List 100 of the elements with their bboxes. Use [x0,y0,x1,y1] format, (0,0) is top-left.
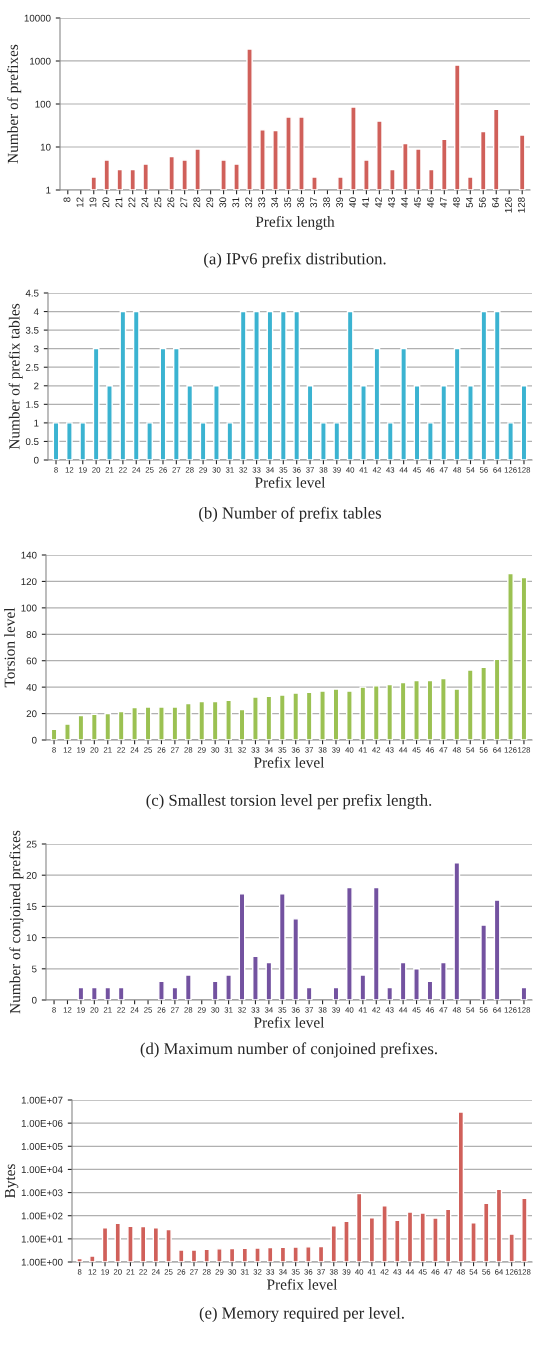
y-tick-label: 20 [26,710,37,718]
bar [198,700,206,740]
x-tick-label: 22 [128,197,136,208]
y-tick-label: 1.00E+06 [21,1119,63,1127]
y-tick-label: 1.00E+04 [21,1166,63,1174]
bar [480,310,488,460]
y-tick-label: 1.00E+00 [21,1258,63,1266]
bar [172,347,180,460]
bar [92,347,100,460]
bar [146,422,153,460]
bar [106,385,113,460]
bar [346,310,354,460]
bar [320,422,327,460]
bar [319,690,326,740]
y-tick-label: 60 [26,657,37,665]
y-tick-label: 0 [31,736,37,744]
bar [453,862,461,1000]
bar [117,710,125,740]
x-axis-title: Prefix level [254,1016,325,1028]
x-tick-label: 39 [336,197,344,208]
x-tick-label: 26 [167,197,175,208]
bar [278,694,286,740]
bar [346,886,353,1000]
bar [293,310,301,460]
x-tick-label: 46 [427,197,434,208]
bar [90,713,98,740]
x-tick-label: 31 [232,197,240,208]
bar [359,974,367,1000]
bar [346,690,353,740]
y-tick-label: 0 [31,996,37,1004]
x-tick-label: 8 [63,197,71,202]
bar [79,422,87,460]
x-tick-label: 37 [310,197,318,208]
y-tick-label: 25 [26,840,37,848]
x-axis-title: Prefix length [255,215,335,230]
x-tick-label: 35 [284,197,292,208]
bar [427,422,434,460]
y-tick-label: 1 [46,186,51,194]
bar [480,924,488,1000]
y-tick-label: 1.00E+03 [21,1189,63,1197]
bar [225,699,232,740]
y-tick-label: 1000 [30,57,51,65]
y-tick-label: 1.00E+05 [21,1143,63,1150]
bar [440,385,448,460]
y-tick-label: 120 [21,578,37,586]
x-tick-label: 28 [193,197,201,208]
y-tick-label: 2.5 [25,363,39,371]
bar [292,692,300,740]
bar [292,918,300,1000]
y-tick-label: 0.5 [25,438,39,446]
text: (e) Memory required per level. [199,1306,404,1323]
bar [184,702,192,740]
bar [265,961,273,1000]
y-tick-label: 1.00E+02 [21,1212,63,1220]
bar [117,986,125,1000]
bar [104,712,112,740]
x-tick-label: 40 [349,197,357,208]
y-tick-label: 20 [26,871,37,879]
bar [158,706,165,740]
bar [466,669,474,740]
bar [333,422,341,460]
y-tick-label: 3 [33,345,39,353]
bar [211,980,219,1000]
y-tick-label: 10000 [24,14,51,22]
x-axis-title: Prefix level [267,1278,338,1290]
x-tick-label: 126 [504,197,512,213]
bar [332,688,340,740]
bar [400,347,408,460]
text: (d) Maximum number of conjoined prefixes. [140,1042,437,1058]
y-axis-title: Number of prefixes [7,44,22,164]
y-tick-label: 1.00E+07 [21,1096,63,1104]
x-tick-label: 30 [219,197,227,208]
bar [104,986,112,1000]
bar [253,310,260,460]
y-tick-label: 2 [34,382,39,390]
x-tick-label: 41 [362,197,369,208]
y-axis-title: Number of conjoined prefixes [9,830,24,1014]
bar [359,686,367,740]
bar [226,422,234,460]
y-tick-label: 4.5 [25,289,39,297]
y-tick-label: 15 [26,903,37,911]
bar [158,980,165,1000]
x-tick-label: 33 [258,197,266,208]
bar [213,385,220,460]
y-tick-label: 40 [26,683,37,691]
bar [413,679,420,740]
bar [171,706,179,740]
x-tick-label: 24 [141,197,149,208]
y-tick-label: 3.5 [25,326,39,334]
x-tick-label: 21 [115,197,123,208]
bar [144,706,152,740]
bar [386,986,394,1000]
bar [199,422,207,460]
bar [225,974,232,1000]
y-tick-label: 140 [21,551,37,559]
y-tick-label: 1 [34,419,39,427]
text: (c) Smallest torsion level per prefix length. [146,793,432,810]
x-tick-label: 43 [388,197,395,208]
y-tick-label: 100 [21,604,37,612]
x-tick-label: 20 [102,197,110,208]
